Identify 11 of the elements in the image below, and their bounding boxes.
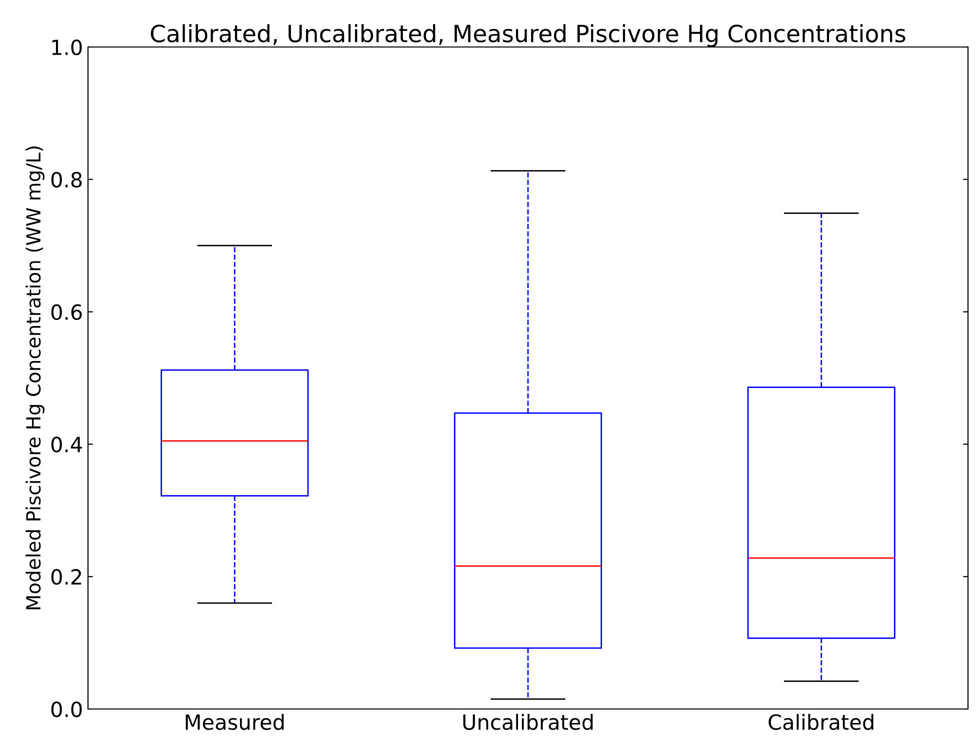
x-tick-label: Measured	[186, 714, 284, 730]
y-tick-label: 0.2	[51, 569, 82, 585]
y-axis-title: Modeled Piscivore Hg Concentration (WW mg/L)	[26, 146, 44, 610]
chart-title: Calibrated, Uncalibrated, Measured Piscivore Hg Concentrations	[150, 24, 906, 47]
x-tick-label: Uncalibrated	[463, 714, 593, 730]
y-tick-label: 0.4	[51, 436, 82, 452]
y-tick-label: 0.0	[51, 701, 82, 718]
y-tick-label: 0.8	[51, 172, 82, 188]
y-tick-label: 1.0	[52, 39, 82, 56]
y-tick-label: 0.6	[51, 304, 82, 320]
x-tick-label: Calibrated	[768, 714, 874, 730]
